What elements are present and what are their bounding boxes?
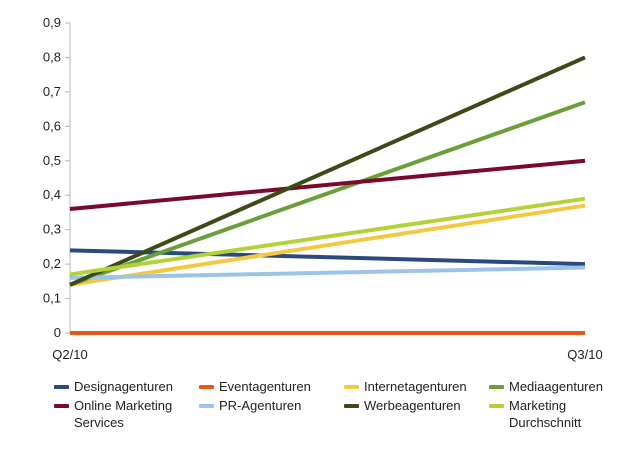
y-tick-label: 0,2 bbox=[43, 256, 61, 271]
series-line-7 bbox=[69, 55, 586, 287]
series-line-4 bbox=[69, 100, 586, 287]
legend-label: Internetagenturen bbox=[364, 379, 467, 394]
legend-swatch bbox=[199, 404, 214, 408]
legend-swatch bbox=[344, 404, 359, 408]
series-line-6 bbox=[69, 265, 586, 280]
series-lines bbox=[69, 55, 586, 335]
legend-item: Werbeagenturen bbox=[344, 397, 489, 431]
legend-item: Designagenturen bbox=[54, 378, 199, 395]
legend-swatch bbox=[489, 404, 504, 408]
legend-label: Eventagenturen bbox=[219, 379, 311, 394]
legend-item: Internetagenturen bbox=[344, 378, 489, 395]
y-tick-label: 0,7 bbox=[43, 84, 61, 99]
y-tick-label: 0,3 bbox=[43, 222, 61, 237]
series-line-3 bbox=[69, 203, 586, 287]
legend-item: Mediaagenturen bbox=[489, 378, 634, 395]
y-tick-label: 0,1 bbox=[43, 291, 61, 306]
legend-label: PR-Agenturen bbox=[219, 398, 302, 413]
legend-label: Designagenturen bbox=[74, 379, 174, 394]
legend-swatch bbox=[54, 385, 69, 389]
legend-item: Marketing Durchschnitt bbox=[489, 397, 634, 431]
legend-swatch bbox=[199, 385, 214, 389]
legend-swatch bbox=[344, 385, 359, 389]
legend-item: PR-Agenturen bbox=[199, 397, 344, 431]
legend-label: Werbeagenturen bbox=[364, 398, 461, 413]
series-line-5 bbox=[69, 158, 586, 211]
series-line-8 bbox=[69, 196, 586, 277]
y-tick-label: 0,5 bbox=[43, 153, 61, 168]
x-tick-label: Q2/10 bbox=[52, 347, 87, 362]
legend-item: Online Marketing Services bbox=[54, 397, 199, 431]
legend-label: Mediaagenturen bbox=[509, 379, 603, 394]
x-tick-label: Q3/10 bbox=[567, 347, 602, 362]
legend-swatch bbox=[54, 404, 69, 408]
legend-item: Eventagenturen bbox=[199, 378, 344, 395]
legend-swatch bbox=[489, 385, 504, 389]
legend-label: Online Marketing Services bbox=[74, 398, 173, 430]
legend-label: Marketing Durchschnitt bbox=[509, 398, 582, 430]
x-axis-labels: Q2/10 Q3/10 bbox=[52, 347, 602, 362]
y-axis-ticks: 0 0,1 0,2 0,3 0,4 0,5 0,6 0,7 0,8 0,9 bbox=[43, 15, 70, 340]
y-tick-label: 0 bbox=[54, 325, 61, 340]
y-tick-label: 0,9 bbox=[43, 15, 61, 30]
y-tick-label: 0,8 bbox=[43, 49, 61, 64]
y-tick-label: 0,6 bbox=[43, 118, 61, 133]
y-tick-label: 0,4 bbox=[43, 187, 61, 202]
legend: Designagenturen Eventagenturen Internetage… bbox=[54, 378, 634, 431]
